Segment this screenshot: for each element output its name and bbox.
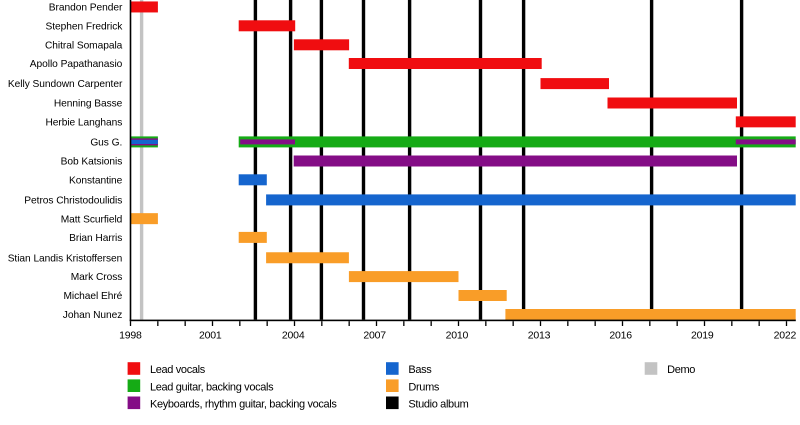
svg-text:Brandon Pender: Brandon Pender — [49, 3, 123, 14]
svg-text:2007: 2007 — [363, 330, 386, 342]
svg-text:2022: 2022 — [774, 330, 797, 342]
svg-text:Drums: Drums — [408, 381, 439, 393]
svg-text:Demo: Demo — [667, 364, 695, 376]
svg-text:Petros Christodoulidis: Petros Christodoulidis — [24, 196, 122, 207]
svg-text:Stian Landis Kristoffersen: Stian Landis Kristoffersen — [8, 253, 123, 264]
svg-text:2016: 2016 — [609, 330, 632, 342]
svg-text:Herbie Langhans: Herbie Langhans — [45, 117, 122, 128]
svg-text:Mark Cross: Mark Cross — [71, 272, 123, 283]
svg-text:Lead vocals: Lead vocals — [150, 364, 206, 376]
svg-text:Apollo Papathanasio: Apollo Papathanasio — [30, 59, 123, 70]
svg-text:2001: 2001 — [199, 330, 222, 342]
svg-text:2004: 2004 — [282, 330, 305, 342]
svg-text:Brian Harris: Brian Harris — [69, 233, 122, 244]
svg-text:Kelly Sundown Carpenter: Kelly Sundown Carpenter — [8, 79, 123, 90]
svg-text:Johan Nunez: Johan Nunez — [63, 310, 123, 321]
svg-text:1998: 1998 — [119, 330, 142, 342]
svg-text:Michael Ehré: Michael Ehré — [63, 291, 122, 302]
svg-text:Bass: Bass — [408, 364, 432, 376]
svg-text:Konstantine: Konstantine — [69, 175, 123, 186]
svg-text:Matt Scurfield: Matt Scurfield — [61, 214, 123, 225]
svg-text:2013: 2013 — [528, 330, 551, 342]
svg-text:Stephen Fredrick: Stephen Fredrick — [46, 21, 124, 32]
svg-text:Keyboards, rhythm guitar, back: Keyboards, rhythm guitar, backing vocals — [150, 399, 337, 411]
svg-text:2010: 2010 — [446, 330, 469, 342]
svg-text:Chitral Somapala: Chitral Somapala — [45, 40, 123, 51]
svg-text:Studio album: Studio album — [408, 399, 468, 411]
svg-text:Bob Katsionis: Bob Katsionis — [61, 157, 123, 168]
svg-text:Gus G.: Gus G. — [90, 138, 122, 149]
svg-text:Henning Basse: Henning Basse — [54, 99, 123, 110]
svg-text:Lead guitar, backing vocals: Lead guitar, backing vocals — [150, 381, 274, 393]
svg-text:2019: 2019 — [691, 330, 714, 342]
